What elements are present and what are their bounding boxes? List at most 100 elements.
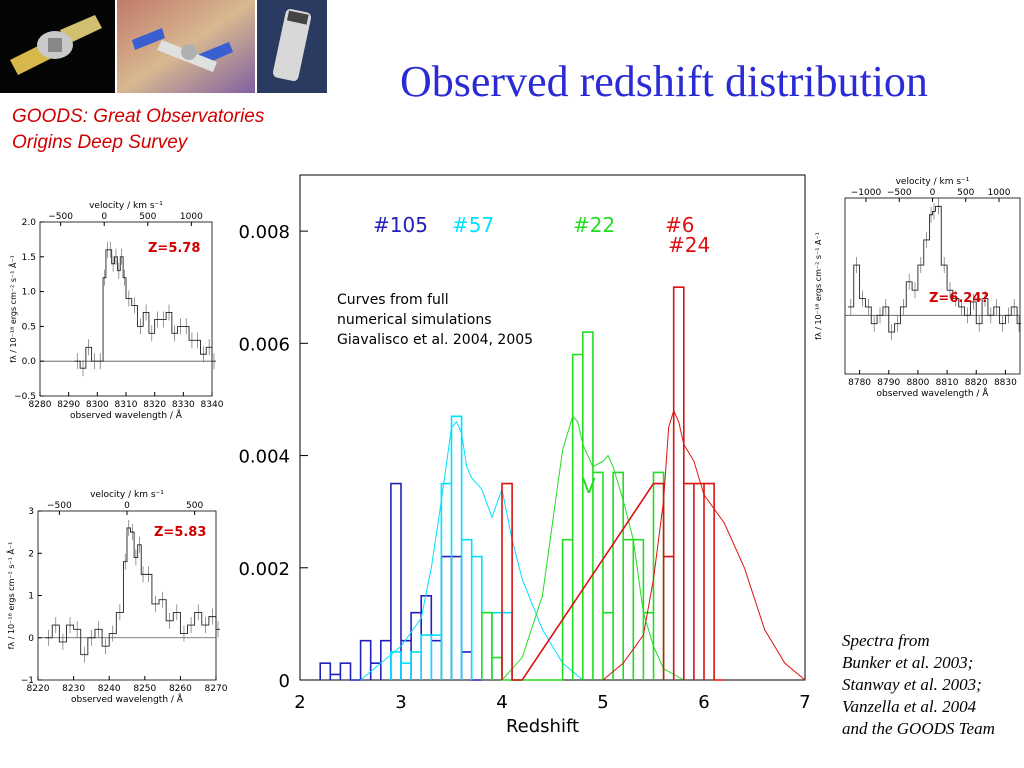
histogram-series-0	[319, 482, 482, 681]
hubble-style-observatory-image	[257, 0, 327, 93]
flux-axis-label: fλ / 10⁻¹⁸ ergs cm⁻² s⁻¹ Å⁻¹	[7, 255, 18, 363]
redshift-histogram-chart: 2 3 4 5 6 7 0 0.002 0.004 0.006 0.008 Redshift #105 #…	[238, 174, 811, 735]
top-tick-label: 500	[186, 501, 203, 511]
y-tick-label: 0.008	[238, 222, 290, 243]
x-tick-label: 5	[597, 692, 608, 713]
y-tick-label: 0.0	[22, 357, 37, 367]
x-tick-label: 3	[395, 692, 406, 713]
chandra-style-observatory-image	[117, 0, 255, 93]
x-tick-label: 8810	[936, 378, 959, 388]
x-tick-label: 8340	[201, 400, 224, 410]
series-label: #24	[668, 233, 710, 257]
x-tick-label: 8300	[86, 400, 109, 410]
wavelength-axis-label: observed wavelength / Å	[71, 693, 184, 705]
top-tick-label: 500	[139, 212, 156, 222]
top-tick-label: 500	[957, 188, 974, 198]
credits-line: and the GOODS Team	[842, 719, 995, 738]
spectrum-frame	[844, 197, 1021, 375]
x-tick-label: 8830	[994, 378, 1017, 388]
spectrum-z578-chart: 8280 8290 8300 8310 8320 8330 8340 −0.5 0.0 0.5 1.…	[7, 201, 224, 421]
simulation-curve-3	[602, 409, 806, 681]
x-tick-label: 8780	[848, 378, 871, 388]
x-tick-label: 8260	[169, 684, 192, 694]
top-tick-label: 0	[101, 212, 107, 222]
y-tick-label: 3	[28, 507, 34, 517]
y-tick-label: 1.0	[22, 288, 37, 298]
spectrum-trace	[847, 205, 1022, 333]
y-tick-label: 0.002	[238, 559, 290, 580]
series-label: #22	[573, 213, 615, 237]
y-tick-label: 0	[279, 671, 290, 692]
redshift-label: Z=5.83	[154, 525, 206, 540]
top-tick-label: 1000	[180, 212, 203, 222]
credits-line: Spectra from	[842, 631, 930, 650]
spectrum-trace	[45, 527, 220, 656]
wavelength-axis-label: observed wavelength / Å	[70, 409, 183, 421]
plot-frame	[299, 174, 806, 681]
y-tick-label: 0	[28, 634, 34, 644]
slide-title: Observed redshift distribution	[400, 57, 928, 106]
top-tick-label: 0	[930, 188, 936, 198]
x-tick-label: 8220	[27, 684, 50, 694]
histogram-series-2	[481, 331, 665, 681]
spectrum-z583-chart: 8220 8230 8240 8250 8260 8270 −1 0 1 2 3 −500 0 500 ve…	[5, 490, 228, 705]
x-tick-label: 8310	[115, 400, 138, 410]
survey-caption: GOODS: Great Observatories Origins Deep …	[12, 104, 264, 156]
x-tick-label: 4	[496, 692, 507, 713]
y-tick-label: 1	[28, 592, 34, 602]
y-tick-label: −1	[21, 676, 34, 686]
top-tick-label: 0	[124, 501, 130, 511]
wavelength-axis-label: observed wavelength / Å	[877, 387, 990, 399]
flux-axis-label: fλ / 10⁻¹⁸ ergs cm⁻² s⁻¹ Å⁻¹	[815, 232, 823, 340]
y-tick-label: −0.5	[14, 392, 36, 402]
x-tick-label: 7	[799, 692, 810, 713]
top-tick-label: −1000	[851, 188, 882, 198]
x-tick-label: 8320	[143, 400, 166, 410]
x-tick-label: 8790	[877, 378, 900, 388]
y-tick-label: 1.5	[22, 253, 36, 263]
x-tick-label: 8250	[133, 684, 156, 694]
simulation-note: Giavalisco et al. 2004, 2005	[337, 332, 533, 348]
y-tick-label: 0.5	[22, 322, 36, 332]
velocity-axis-label: velocity / km s⁻¹	[89, 201, 163, 211]
simulation-note: numerical simulations	[337, 312, 492, 328]
spectrum-z624-chart: 8780 8790 8800 8810 8820 8830 −1000 −500 0 500 100…	[815, 177, 1022, 399]
series-label: V	[582, 474, 596, 498]
x-tick-label: 8330	[172, 400, 195, 410]
top-tick-label: −500	[47, 501, 72, 511]
x-tick-label: 8820	[965, 378, 988, 388]
x-tick-label: 8280	[29, 400, 52, 410]
survey-caption-line1: GOODS: Great Observatories	[12, 106, 265, 127]
spectrum-trace	[74, 249, 216, 369]
x-tick-label: 8270	[205, 684, 228, 694]
y-tick-label: 0.004	[238, 447, 290, 468]
top-tick-label: −500	[887, 188, 912, 198]
simulation-note: Curves from full	[337, 292, 449, 308]
x-axis-label: Redshift	[506, 716, 579, 735]
credits-line: Vanzella et al. 2004	[842, 697, 977, 716]
x-tick-label: 6	[698, 692, 709, 713]
y-tick-label: 2.0	[22, 218, 37, 228]
velocity-axis-label: velocity / km s⁻¹	[896, 177, 970, 187]
spitzer-style-observatory-image	[0, 0, 115, 93]
spectra-credits: Spectra from Bunker et al. 2003; Stanway…	[842, 630, 995, 740]
y-tick-label: 2	[28, 549, 34, 559]
series-label: #57	[452, 213, 494, 237]
series-label: #105	[373, 213, 428, 237]
histogram-series-3	[501, 286, 725, 681]
credits-line: Stanway et al. 2003;	[842, 675, 982, 694]
x-tick-label: 8230	[62, 684, 85, 694]
redshift-label: Z=6.24?	[929, 291, 989, 306]
survey-caption-line2: Origins Deep Survey	[12, 132, 188, 153]
flux-axis-label: fλ / 10⁻¹⁸ ergs cm⁻² s⁻¹ Å⁻¹	[5, 542, 16, 650]
credits-line: Bunker et al. 2003;	[842, 653, 974, 672]
simulation-curve-2	[501, 415, 685, 681]
top-tick-label: −500	[48, 212, 73, 222]
redshift-label: Z=5.78	[148, 241, 200, 256]
x-tick-label: 8240	[98, 684, 121, 694]
simulation-curve-1	[360, 420, 584, 681]
top-tick-label: 1000	[988, 188, 1011, 198]
velocity-axis-label: velocity / km s⁻¹	[90, 490, 164, 500]
x-tick-label: 2	[294, 692, 305, 713]
x-tick-label: 8290	[57, 400, 80, 410]
